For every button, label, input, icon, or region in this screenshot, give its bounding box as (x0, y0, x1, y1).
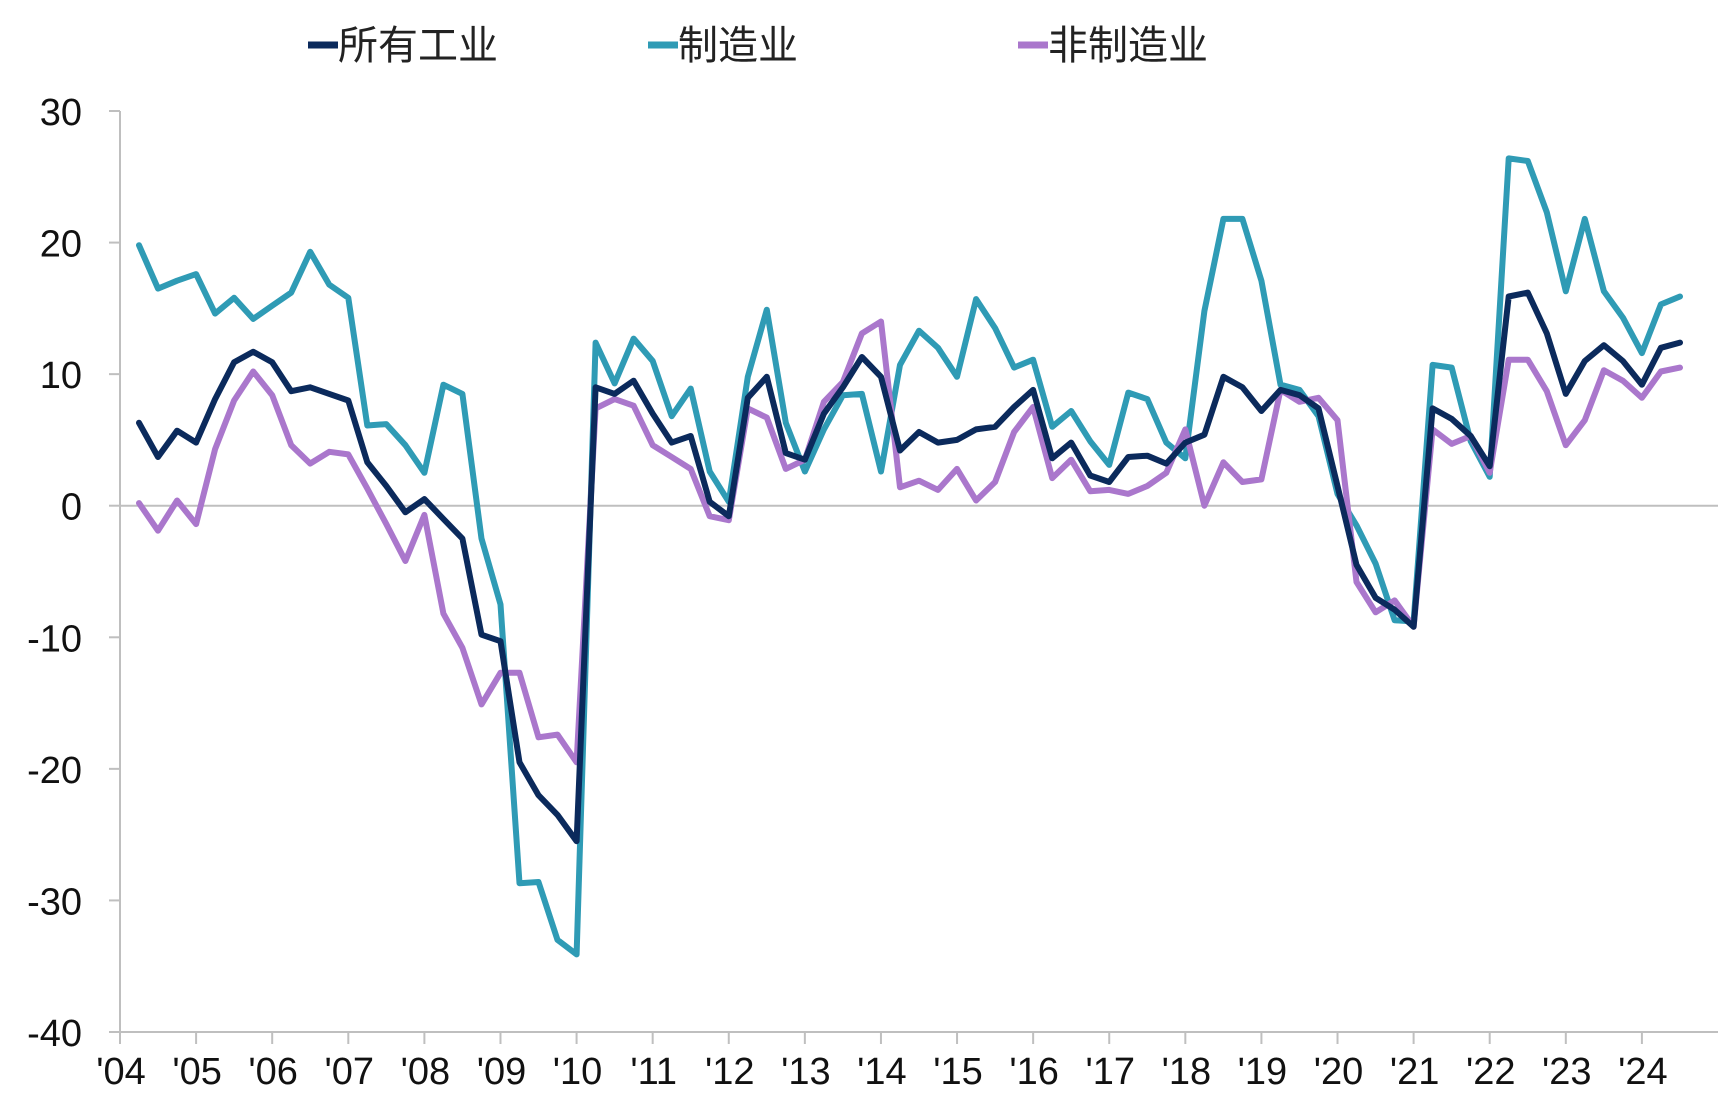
legend-item-manufacturing: 制造业 (648, 23, 798, 69)
x-tick-label: '11 (630, 1051, 677, 1093)
x-tick-label: '20 (1314, 1051, 1364, 1093)
x-tick-label: '22 (1466, 1051, 1516, 1093)
legend-label-all-industry: 所有工业 (338, 23, 498, 69)
y-tick-label: 0 (61, 487, 82, 529)
x-tick-label: '09 (477, 1051, 527, 1093)
legend: 所有工业 制造业 非制造业 (308, 23, 1208, 69)
series-line-non-manufacturing (136, 318, 1683, 766)
legend-item-non-manufacturing: 非制造业 (1018, 23, 1208, 69)
x-tick-label: '23 (1542, 1051, 1592, 1093)
y-tick-label: -40 (27, 1013, 82, 1055)
y-tick-label: -10 (27, 618, 82, 660)
legend-label-manufacturing: 制造业 (678, 23, 798, 69)
x-tick-label: '24 (1618, 1051, 1668, 1093)
y-tick-label: -20 (27, 750, 82, 792)
x-tick-label: '10 (553, 1051, 603, 1093)
series-line-manufacturing (136, 155, 1683, 958)
x-tick-label: '08 (401, 1051, 451, 1093)
x-tick-label: '12 (705, 1051, 755, 1093)
x-tick-label: '15 (933, 1051, 983, 1093)
x-tick-label: '18 (1162, 1051, 1212, 1093)
x-tick-label: '06 (248, 1051, 298, 1093)
x-tick-label: '04 (96, 1051, 146, 1093)
axes: 30 20 10 0 -10 -20 -30 -40 '04 '05 '06 '07 '08 '09 '10… (27, 92, 1718, 1093)
x-tick-label: '14 (857, 1051, 907, 1093)
y-tick-label: 10 (40, 355, 82, 397)
y-tick-label: -30 (27, 881, 82, 923)
x-tick-label: '07 (325, 1051, 375, 1093)
legend-label-non-manufacturing: 非制造业 (1048, 23, 1208, 69)
legend-item-all-industry: 所有工业 (308, 23, 498, 69)
x-tick-label: '17 (1085, 1051, 1135, 1093)
y-tick-label: 30 (40, 92, 82, 134)
x-tick-label: '21 (1390, 1051, 1440, 1093)
x-tick-label: '19 (1238, 1051, 1288, 1093)
x-tick-label: '05 (172, 1051, 222, 1093)
x-tick-label: '13 (781, 1051, 831, 1093)
series-layer (136, 155, 1683, 958)
x-tick-label: '16 (1009, 1051, 1059, 1093)
y-tick-label: 20 (40, 224, 82, 266)
series-line-all-industry (136, 289, 1683, 845)
